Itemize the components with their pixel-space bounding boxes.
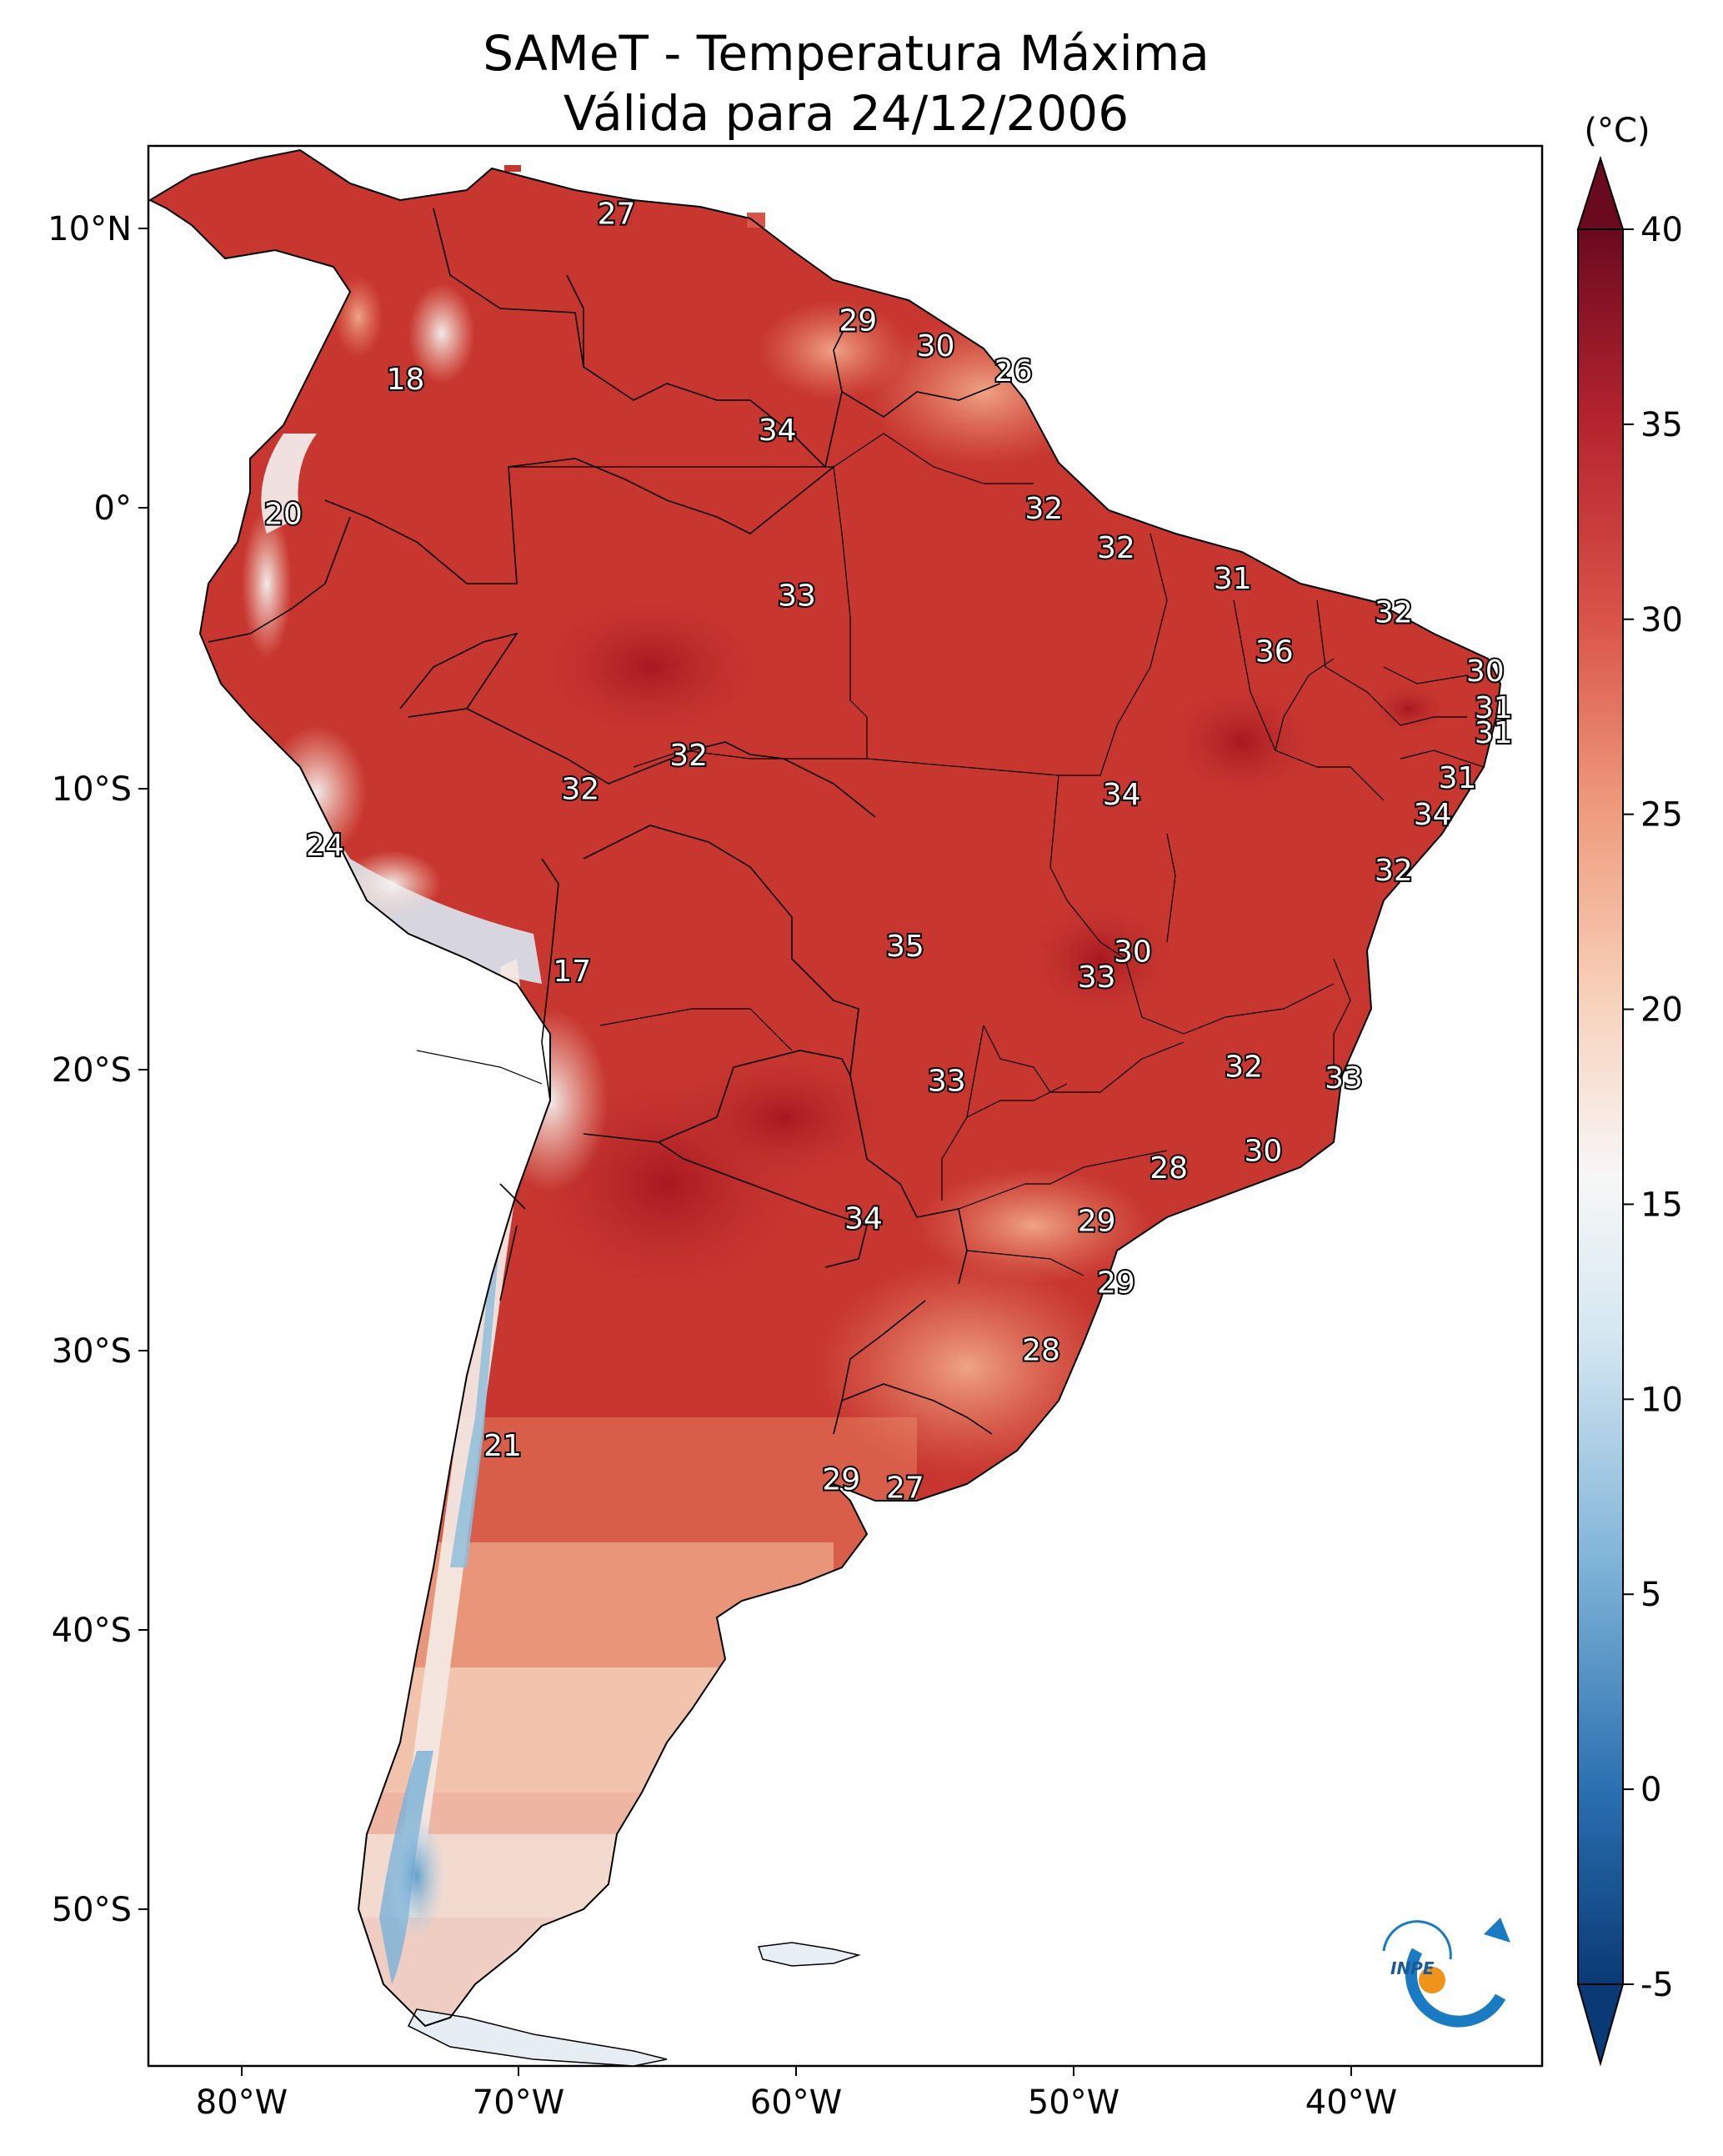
station-label: 31	[1439, 761, 1477, 795]
inpe-logo: INPE	[1382, 1918, 1510, 2028]
station-label: 28	[1022, 1334, 1060, 1368]
station-label: 31	[1214, 562, 1252, 596]
longitude-labels: 80°W 70°W 60°W 50°W 40°W	[196, 2083, 1397, 2122]
station-label: 33	[928, 1065, 966, 1099]
lat-label-50s: 50°S	[52, 1891, 132, 1929]
station-label: 32	[1375, 854, 1413, 888]
lat-label-10s: 10°S	[52, 770, 132, 809]
station-label: 32	[669, 739, 708, 773]
station-label: 30	[1466, 654, 1505, 689]
station-label: 32	[1097, 531, 1135, 565]
lon-label-50w: 50°W	[1028, 2083, 1119, 2122]
colorbar-tick-label: 10	[1640, 1381, 1683, 1419]
station-label: 30	[1114, 935, 1152, 970]
lat-label-20s: 20°S	[52, 1051, 132, 1090]
station-label: 17	[553, 955, 591, 989]
station-label: 28	[1150, 1151, 1188, 1186]
lat-label-0: 0°	[94, 489, 132, 528]
title-line-2: Válida para 24/12/2006	[563, 85, 1129, 142]
station-label: 30	[917, 329, 955, 364]
country-borders	[208, 208, 1001, 1435]
station-label: 36	[1255, 635, 1294, 669]
station-label: 26	[994, 354, 1033, 389]
colorbar-tick-label: 40	[1640, 211, 1683, 249]
station-label: 35	[886, 930, 924, 964]
colorbar-top-extend	[1576, 155, 1625, 230]
station-label: 24	[306, 829, 344, 863]
station-label: 33	[1325, 1061, 1363, 1096]
station-label: 29	[822, 1462, 860, 1497]
colorbar-bottom-extend	[1576, 1983, 1625, 2067]
colorbar-tick-label: -5	[1640, 1966, 1674, 2004]
colorbar-tick-label: 30	[1640, 601, 1683, 639]
station-label: 21	[483, 1429, 522, 1463]
latitude-labels: 10°N 0° 10°S 20°S 30°S 40°S 50°S	[48, 210, 132, 1929]
colorbar-ticks: 40 35 30 25 20 15 10 5 0 -5	[1623, 211, 1683, 2004]
colorbar-tick-label: 20	[1640, 991, 1683, 1030]
lon-label-80w: 80°W	[196, 2083, 288, 2122]
colorbar-tick-label: 25	[1640, 796, 1683, 835]
station-label: 32	[1225, 1050, 1263, 1085]
station-label: 34	[1103, 778, 1141, 812]
station-label: 27	[886, 1471, 924, 1505]
station-label: 31	[1475, 691, 1513, 725]
station-label: 30	[1244, 1135, 1282, 1169]
station-label: 33	[778, 579, 816, 613]
title-line-1: SAMeT - Temperatura Máxima	[483, 25, 1210, 82]
lon-label-60w: 60°W	[750, 2083, 842, 2122]
colorbar-unit: (°C)	[1584, 112, 1650, 150]
station-label: 32	[1375, 596, 1413, 630]
station-label: 34	[1414, 798, 1452, 832]
lon-label-70w: 70°W	[473, 2083, 564, 2122]
lat-label-10n: 10°N	[48, 210, 132, 248]
lon-label-40w: 40°W	[1305, 2083, 1397, 2122]
station-label: 32	[561, 773, 599, 807]
colorbar-tick-label: 5	[1640, 1576, 1661, 1614]
station-label: 33	[1078, 960, 1116, 995]
state-borders	[416, 433, 1485, 1276]
station-label: 20	[264, 498, 303, 532]
colorbar-tick-label: 35	[1640, 406, 1683, 444]
lat-label-30s: 30°S	[52, 1332, 132, 1371]
station-label: 31	[1475, 716, 1513, 750]
station-label: 29	[1097, 1266, 1135, 1301]
inpe-logo-text: INPE	[1390, 1958, 1435, 1978]
station-label: 27	[598, 198, 636, 232]
station-label: 34	[844, 1201, 883, 1236]
station-label: 18	[387, 363, 425, 397]
colorbar: (°C) 40 35 30 25 20 15 10 5 0 -5	[1576, 112, 1683, 2067]
lat-label-40s: 40°S	[52, 1612, 132, 1650]
station-label: 29	[1078, 1205, 1116, 1239]
colorbar-tick-label: 15	[1640, 1186, 1683, 1224]
station-label: 32	[1024, 492, 1063, 526]
station-label: 34	[759, 414, 797, 448]
colorbar-bar	[1577, 228, 1624, 1985]
axis-ticks	[138, 228, 1352, 2076]
colorbar-tick-label: 0	[1640, 1771, 1661, 1809]
coastline	[148, 148, 1502, 2028]
station-label: 29	[839, 304, 877, 338]
map-title: SAMeT - Temperatura Máxima Válida para 2…	[146, 23, 1546, 143]
